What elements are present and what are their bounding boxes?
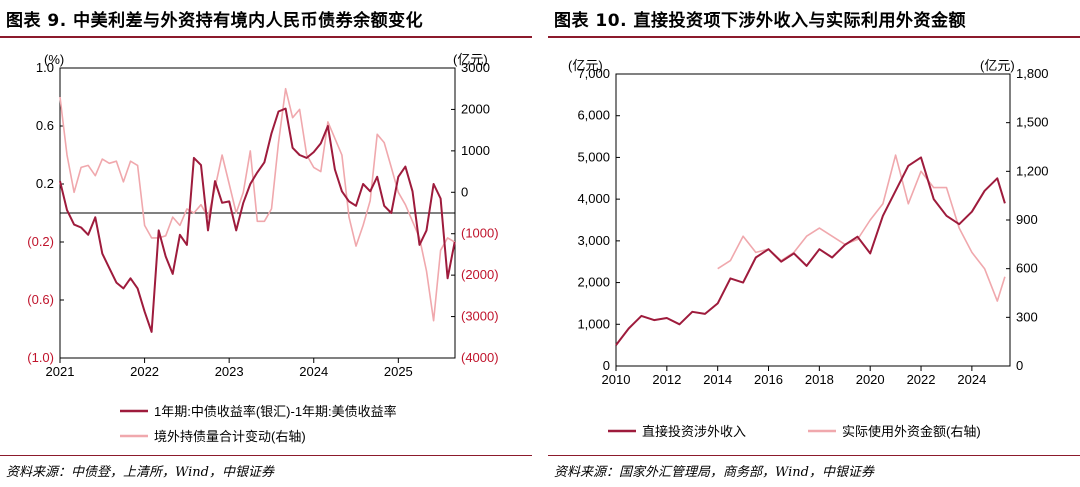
left-axis-unit: (亿元) — [568, 58, 603, 73]
right-tick-label: 1,200 — [1016, 163, 1049, 178]
left-tick-label: 0.6 — [36, 118, 54, 133]
right-tick-label: 3000 — [461, 60, 490, 75]
series-line-secondary — [717, 154, 1006, 302]
x-tick-label: 2023 — [215, 364, 244, 379]
x-tick-label: 2021 — [46, 364, 75, 379]
x-tick-label: 2024 — [299, 364, 328, 379]
chart-left-svg: 1.0 0.6 0.2 (0.2) (0.6) (1.0) 3000 2000 1000 0 (10… — [27, 52, 499, 444]
right-tick-label: 600 — [1016, 261, 1038, 276]
left-tick-label: (0.6) — [27, 292, 54, 307]
x-tick-label: 2018 — [805, 372, 834, 387]
x-tick-label: 2012 — [652, 372, 681, 387]
left-tick-label: 6,000 — [577, 108, 610, 123]
right-tick-label: 0 — [1016, 358, 1023, 373]
chart-title-left: 图表 9. 中美利差与外资持有境内人民币债券余额变化 — [6, 11, 424, 31]
legend-label: 境外持债量合计变动(右轴) — [154, 429, 306, 444]
source-rule-right — [548, 455, 1080, 456]
right-tick-label: 1,800 — [1016, 66, 1049, 81]
left-tick-label: 0.2 — [36, 176, 54, 191]
right-tick-label: (1000) — [461, 226, 499, 241]
x-tick-label: 2022 — [907, 372, 936, 387]
right-tick-label: (4000) — [461, 350, 499, 365]
left-tick-label: (0.2) — [27, 234, 54, 249]
title-rule-right — [548, 36, 1080, 38]
x-tick-label: 2016 — [754, 372, 783, 387]
x-tick-label: 2025 — [384, 364, 413, 379]
left-axis-unit: (%) — [44, 52, 64, 67]
source-right: 资料来源：国家外汇管理局，商务部，Wind，中银证券 — [554, 465, 874, 480]
chart-panel-left: 图表 9. 中美利差与外资持有境内人民币债券余额变化 1.0 0.6 0.2 (0.2… — [0, 0, 532, 487]
right-tick-label: 0 — [461, 184, 468, 199]
left-tick-label: 0 — [603, 358, 610, 373]
right-tick-label: (2000) — [461, 267, 499, 282]
left-tick-label: 5,000 — [577, 149, 610, 164]
x-tick-label: 2020 — [856, 372, 885, 387]
x-tick-label: 2014 — [703, 372, 732, 387]
x-tick-label: 2010 — [602, 372, 631, 387]
chart-title-right: 图表 10. 直接投资项下涉外收入与实际利用外资金额 — [554, 11, 966, 31]
left-tick-label: 2,000 — [577, 275, 610, 290]
left-tick-label: (1.0) — [27, 350, 54, 365]
title-rule-left — [0, 36, 532, 38]
legend-label: 1年期:中债收益率(银汇)-1年期:美债收益率 — [154, 404, 397, 419]
left-tick-label: 1,000 — [577, 316, 610, 331]
source-rule-left — [0, 455, 532, 456]
left-tick-label: 3,000 — [577, 233, 610, 248]
right-tick-label: (3000) — [461, 309, 499, 324]
series-line-primary — [59, 107, 456, 333]
legend-label: 实际使用外资金额(右轴) — [842, 424, 981, 439]
right-tick-label: 2000 — [461, 101, 490, 116]
right-tick-label: 1000 — [461, 143, 490, 158]
right-tick-label: 1,500 — [1016, 115, 1049, 130]
right-axis-unit: (亿元) — [453, 52, 488, 67]
series-line-primary — [615, 156, 1006, 346]
right-tick-label: 300 — [1016, 309, 1038, 324]
x-tick-label: 2024 — [957, 372, 986, 387]
right-axis-unit: (亿元) — [980, 58, 1015, 73]
left-tick-label: 4,000 — [577, 191, 610, 206]
legend-label: 直接投资涉外收入 — [642, 424, 746, 439]
series-line-secondary — [59, 87, 456, 322]
left-tick-label: 7,000 — [577, 66, 610, 81]
chart-right-svg: 7,000 6,000 5,000 4,000 3,000 2,000 1,000 0 1,80… — [568, 58, 1049, 439]
right-tick-label: 900 — [1016, 212, 1038, 227]
chart-panel-right: 图表 10. 直接投资项下涉外收入与实际利用外资金额 7,000 6,000 5,0… — [548, 0, 1080, 487]
x-tick-label: 2022 — [130, 364, 159, 379]
left-tick-label: 1.0 — [36, 60, 54, 75]
source-left: 资料来源：中债登，上清所，Wind，中银证券 — [6, 465, 274, 480]
